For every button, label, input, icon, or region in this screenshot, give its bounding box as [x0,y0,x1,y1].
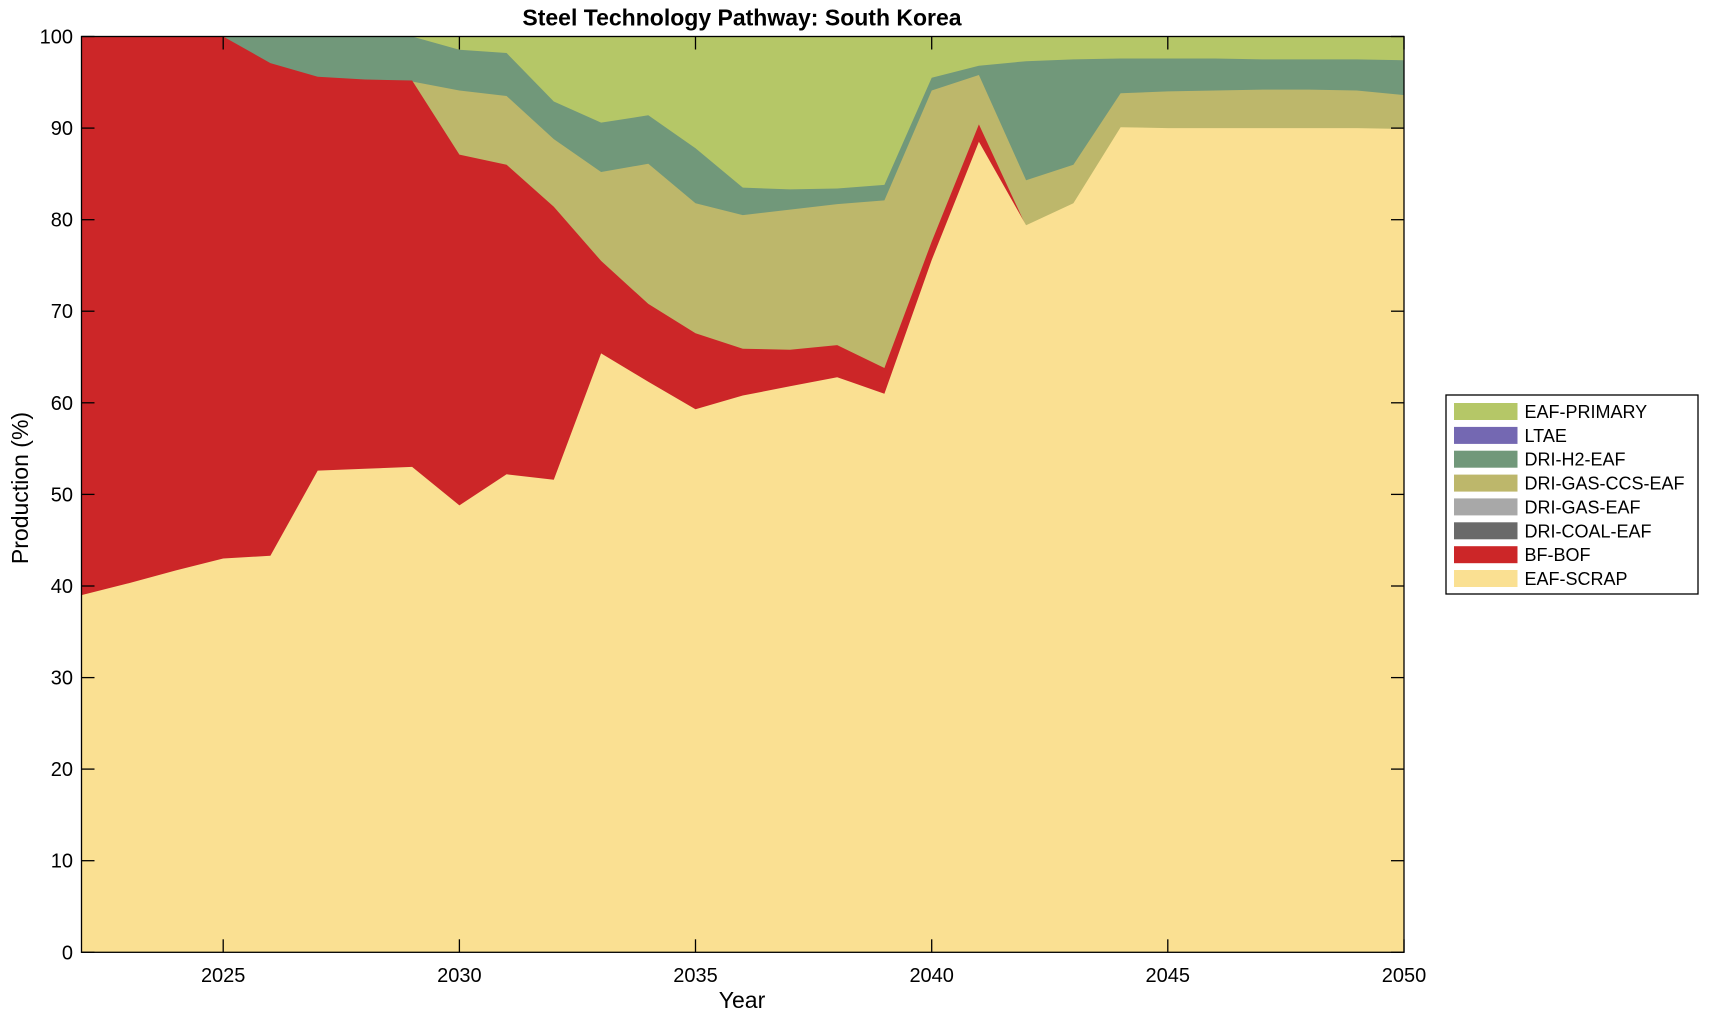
svg-text:DRI-GAS-EAF: DRI-GAS-EAF [1525,497,1641,517]
svg-text:Production (%): Production (%) [7,412,33,564]
svg-text:2035: 2035 [673,965,718,987]
svg-text:Steel Technology Pathway: Sout: Steel Technology Pathway: South Korea [522,5,961,31]
svg-text:2050: 2050 [1382,965,1427,987]
svg-text:BF-BOF: BF-BOF [1525,545,1591,565]
svg-text:DRI-GAS-CCS-EAF: DRI-GAS-CCS-EAF [1525,474,1685,494]
svg-text:LTAE: LTAE [1525,426,1567,446]
svg-text:10: 10 [51,851,73,873]
svg-text:70: 70 [51,301,73,323]
svg-text:60: 60 [51,393,73,415]
svg-text:2045: 2045 [1146,965,1191,987]
svg-text:2040: 2040 [909,965,954,987]
svg-text:90: 90 [51,118,73,140]
svg-text:EAF-SCRAP: EAF-SCRAP [1525,569,1628,589]
svg-text:40: 40 [51,576,73,598]
svg-text:0: 0 [62,942,73,964]
svg-text:2025: 2025 [201,965,246,987]
svg-text:30: 30 [51,668,73,690]
svg-text:DRI-H2-EAF: DRI-H2-EAF [1525,450,1626,470]
svg-text:50: 50 [51,484,73,506]
svg-text:20: 20 [51,759,73,781]
svg-text:2030: 2030 [437,965,482,987]
svg-text:DRI-COAL-EAF: DRI-COAL-EAF [1525,521,1652,541]
svg-text:80: 80 [51,210,73,232]
svg-text:EAF-PRIMARY: EAF-PRIMARY [1525,402,1648,422]
svg-text:Year: Year [719,987,766,1013]
svg-text:100: 100 [40,27,73,49]
